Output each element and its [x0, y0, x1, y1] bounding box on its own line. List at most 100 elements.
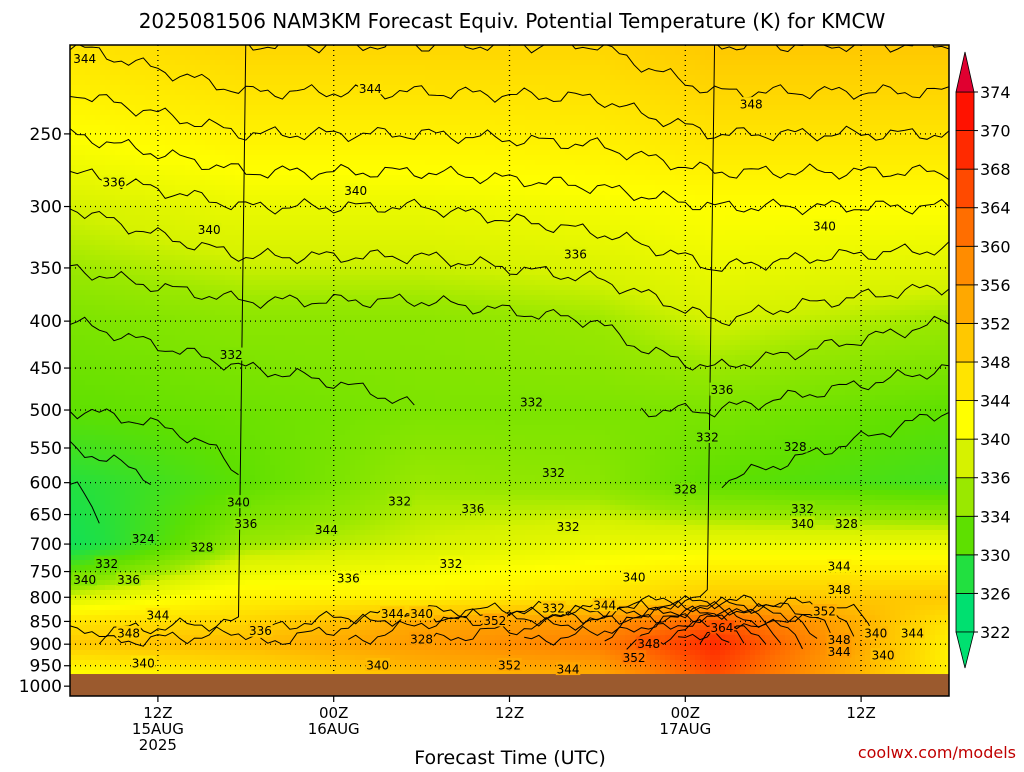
contour-label: 340 — [872, 649, 895, 663]
contour-label: 328 — [410, 632, 433, 646]
contour-label: 348 — [740, 98, 763, 112]
colorbar-segment — [956, 478, 974, 517]
x-tick-label: 17AUG — [659, 720, 711, 738]
contour-label: 352 — [483, 614, 506, 628]
contour-label: 324 — [132, 532, 155, 546]
colorbar-label: 360 — [980, 237, 1011, 256]
theta-e-field — [70, 45, 951, 701]
colorbar-segment — [956, 169, 974, 208]
contour-label: 340 — [410, 607, 433, 621]
contour-label: 328 — [190, 540, 213, 554]
colorbar-label: 326 — [980, 584, 1011, 603]
contour-label: 340 — [813, 219, 836, 233]
y-tick-label: 450 — [30, 359, 62, 379]
contour-label: 332 — [520, 395, 543, 409]
contour-label: 344 — [381, 607, 404, 621]
y-tick-label: 800 — [30, 588, 62, 608]
contour-label: 336 — [710, 383, 733, 397]
contour-label: 348 — [828, 583, 851, 597]
y-tick-label: 750 — [30, 563, 62, 583]
y-tick-label: 650 — [30, 506, 62, 526]
contour-label: 348 — [117, 626, 140, 640]
colorbar-segment — [956, 208, 974, 247]
colorbar-segment — [956, 285, 974, 324]
contour-label: 340 — [344, 184, 367, 198]
contour-label: 340 — [227, 496, 250, 510]
colorbar-label: 364 — [980, 199, 1011, 218]
contour-label: 344 — [557, 663, 580, 677]
contour-label: 340 — [198, 223, 221, 237]
colorbar-segment — [956, 362, 974, 401]
chart-title: 2025081506 NAM3KM Forecast Equiv. Potent… — [139, 9, 886, 33]
y-tick-label: 900 — [30, 635, 62, 655]
credit-text: coolwx.com/models — [858, 743, 1016, 762]
contour-label: 352 — [813, 604, 836, 618]
x-tick-label: 16AUG — [308, 720, 360, 738]
colorbar: 3223263303343363403443483523563603643683… — [956, 52, 1011, 668]
colorbar-segment — [956, 92, 974, 131]
colorbar-segment — [956, 246, 974, 285]
y-tick-label: 350 — [30, 259, 62, 279]
contour-label: 344 — [901, 626, 924, 640]
colorbar-label: 334 — [980, 507, 1011, 526]
colorbar-label: 368 — [980, 160, 1011, 179]
colorbar-segment — [956, 516, 974, 555]
colorbar-segment — [956, 323, 974, 362]
x-tick-label: 2025 — [139, 736, 177, 754]
y-tick-label: 1000 — [19, 677, 62, 697]
contour-label: 328 — [674, 483, 697, 497]
contour-label: 340 — [366, 658, 389, 672]
contour-label: 340 — [623, 570, 646, 584]
pressure-axis: 2503003504004505005506006507007508008509… — [19, 125, 70, 697]
colorbar-segment — [956, 555, 974, 594]
colorbar-label: 336 — [980, 469, 1011, 488]
y-tick-label: 400 — [30, 312, 62, 332]
contour-label: 344 — [828, 560, 851, 574]
contour-label: 336 — [234, 517, 257, 531]
contour-label: 340 — [132, 656, 155, 670]
colorbar-label: 370 — [980, 122, 1011, 141]
y-tick-label: 500 — [30, 401, 62, 421]
colorbar-label: 348 — [980, 353, 1011, 372]
x-axis-title: Forecast Time (UTC) — [414, 747, 605, 768]
contour-label: 332 — [542, 602, 565, 616]
y-tick-label: 300 — [30, 198, 62, 218]
contour-label: 332 — [791, 502, 814, 516]
contour-label: 336 — [564, 248, 587, 262]
x-tick-label: 12Z — [846, 704, 875, 722]
contour-label: 332 — [439, 557, 462, 571]
contour-label: 328 — [784, 440, 807, 454]
contour-label: 336 — [249, 624, 272, 638]
y-tick-label: 550 — [30, 439, 62, 459]
ground-below-surface — [70, 674, 949, 696]
contour-label: 332 — [95, 557, 118, 571]
contour-label: 332 — [220, 348, 243, 362]
colorbar-label: 356 — [980, 276, 1011, 295]
contour-label: 332 — [696, 430, 719, 444]
contour-label: 344 — [593, 599, 616, 613]
y-tick-label: 700 — [30, 535, 62, 555]
contour-label: 364 — [710, 621, 733, 635]
contour-label: 332 — [557, 520, 580, 534]
contour-label: 336 — [337, 571, 360, 585]
colorbar-cap-low — [956, 632, 974, 668]
colorbar-label: 352 — [980, 314, 1011, 333]
contour-label: 344 — [73, 52, 96, 66]
colorbar-label: 374 — [980, 83, 1011, 102]
y-tick-label: 600 — [30, 474, 62, 494]
colorbar-label: 344 — [980, 392, 1011, 411]
colorbar-label: 340 — [980, 430, 1011, 449]
contour-label: 348 — [637, 637, 660, 651]
colorbar-segment — [956, 439, 974, 478]
colorbar-segment — [956, 131, 974, 170]
y-tick-label: 250 — [30, 125, 62, 145]
colorbar-label: 322 — [980, 623, 1011, 642]
colorbar-cap-high — [956, 52, 974, 92]
y-tick-label: 950 — [30, 657, 62, 677]
plot-area: 344 344 348 336 340 340 340 336 332 336 332 332 328 3… — [70, 37, 951, 700]
contour-label: 340 — [791, 517, 814, 531]
colorbar-segment — [956, 401, 974, 440]
contour-label: 336 — [102, 175, 125, 189]
